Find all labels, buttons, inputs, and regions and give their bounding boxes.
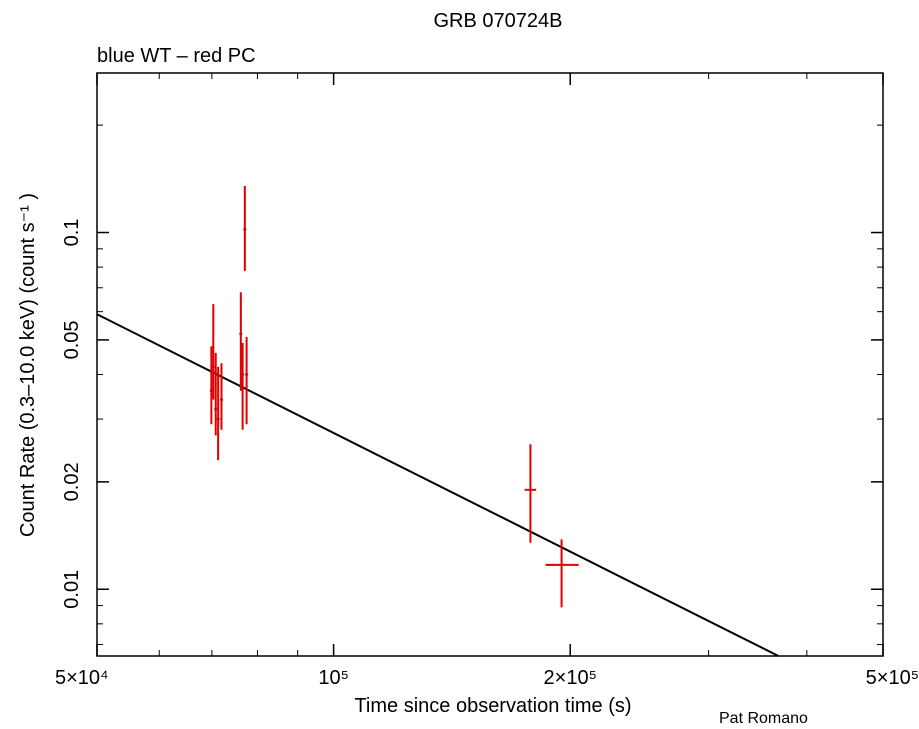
data-point (545, 539, 579, 608)
data-point (524, 444, 537, 543)
y-tick-label: 0.01 (61, 570, 83, 609)
chart-subtitle: blue WT – red PC (97, 45, 256, 67)
plot-frame (96, 72, 884, 657)
data-point (219, 363, 223, 430)
x-tick-label: 5×10⁴ (55, 667, 109, 689)
data-points (209, 186, 579, 608)
fit-line-group (96, 313, 779, 657)
data-point (239, 292, 243, 391)
chart-title: GRB 070724B (434, 10, 563, 32)
data-point (211, 304, 215, 400)
data-point (216, 366, 220, 461)
data-point (214, 352, 218, 436)
x-tick-label: 5×10⁵ (866, 667, 919, 689)
x-tick-label: 10⁵ (318, 667, 349, 689)
x-tick-label: 2×10⁵ (544, 667, 597, 689)
credit-label: Pat Romano (719, 710, 808, 727)
x-axis-ticks: 5×10⁴ 10⁵ 2×10⁵ 5×10⁵ (55, 73, 919, 689)
y-tick-label: 0.05 (61, 320, 83, 359)
fit-line (96, 313, 779, 657)
y-axis-ticks: 0.01 0.02 0.05 0.1 (61, 219, 883, 609)
y-tick-label: 0.1 (61, 219, 83, 247)
data-point (241, 343, 245, 430)
y-axis-label: Count Rate (0.3–10.0 keV) (count s⁻¹ ) (17, 193, 39, 537)
data-point (245, 336, 249, 425)
y-tick-label: 0.02 (61, 462, 83, 501)
x-axis-label: Time since observation time (s) (354, 695, 631, 717)
data-point (243, 186, 247, 272)
